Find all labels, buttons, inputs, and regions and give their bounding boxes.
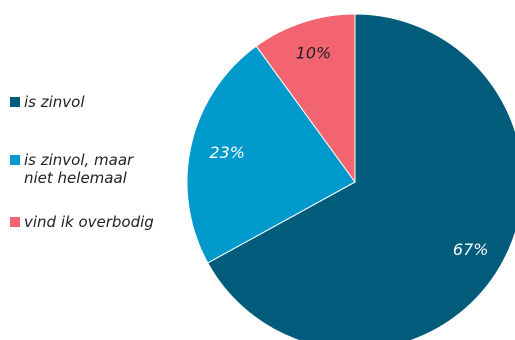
legend-item-vind-ik-overbodig: vind ik overbodig xyxy=(10,213,154,231)
legend-label: is zinvol xyxy=(24,93,85,111)
legend-swatch xyxy=(10,217,20,227)
legend: is zinvol is zinvol, maar niet helemaal … xyxy=(10,0,200,340)
legend-swatch xyxy=(10,97,20,107)
pie-slice xyxy=(186,45,356,264)
slice-data-label: 23% xyxy=(209,143,245,162)
legend-item-is-zinvol: is zinvol xyxy=(10,93,85,111)
pie-labels: 67% 23% 10% xyxy=(209,44,488,259)
slice-data-label: 67% xyxy=(453,240,489,259)
pie-slice xyxy=(207,13,515,340)
pie-slices xyxy=(186,13,515,340)
slice-data-label: 10% xyxy=(296,44,332,63)
legend-label: is zinvol, maar niet helemaal xyxy=(24,151,134,187)
legend-swatch xyxy=(10,155,20,165)
legend-label: vind ik overbodig xyxy=(24,213,154,231)
legend-item-is-zinvol-maar-niet-helemaal: is zinvol, maar niet helemaal xyxy=(10,151,133,187)
pie-slice xyxy=(255,13,356,184)
